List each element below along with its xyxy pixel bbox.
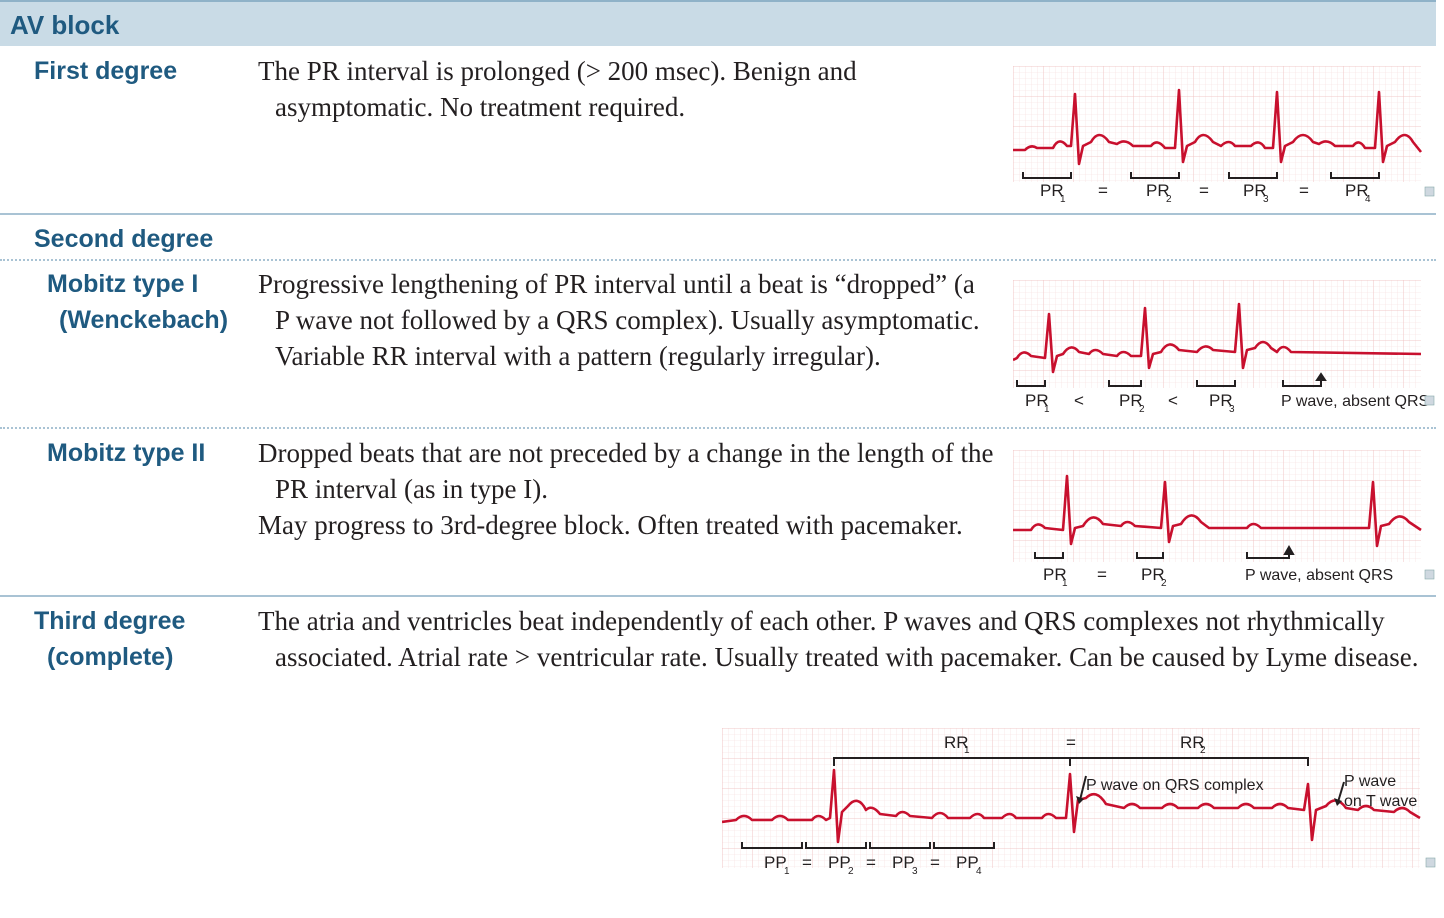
absent-qrs-note: P wave, absent QRS xyxy=(1281,393,1429,410)
pr2-label: PR xyxy=(1146,181,1170,200)
pr3-sub: 3 xyxy=(1263,194,1269,205)
pr4-sub: 4 xyxy=(1365,194,1371,205)
pr3-label: PR xyxy=(1209,391,1233,410)
eq-sign: = xyxy=(802,853,812,872)
lt-sign: < xyxy=(1168,391,1178,410)
pr3-label: PR xyxy=(1243,181,1267,200)
ecg-grid xyxy=(1013,66,1421,182)
expand-icon xyxy=(1424,395,1435,406)
third-degree-text: The atria and ventricles beat independen… xyxy=(258,606,1419,672)
pp1-sub: 1 xyxy=(784,866,790,877)
rr1-sub: 1 xyxy=(964,745,970,756)
mobitz1-description: Progressive lengthening of PR interval u… xyxy=(258,266,988,374)
expand-icon xyxy=(1424,569,1435,580)
p-wave-t-note-1: P wave xyxy=(1344,773,1396,790)
pr2-sub: 2 xyxy=(1139,404,1145,415)
mobitz2-description: Dropped beats that are not preceded by a… xyxy=(258,435,998,543)
pp4-sub: 4 xyxy=(976,866,982,877)
pp1-label: PP xyxy=(764,853,787,872)
first-degree-description: The PR interval is prolonged (> 200 msec… xyxy=(258,53,898,125)
rr2-label: RR xyxy=(1180,733,1205,752)
first-degree-label: First degree xyxy=(34,57,178,85)
pr3-sub: 3 xyxy=(1229,404,1235,415)
mobitz1-label: Mobitz type I xyxy=(47,270,199,298)
arrow-icon xyxy=(1076,796,1084,804)
pp4-label: PP xyxy=(956,853,979,872)
row-divider xyxy=(0,595,1436,597)
second-degree-label: Second degree xyxy=(34,225,214,253)
first-degree-ecg: PR 1 = PR 2 = PR 3 = PR 4 xyxy=(1013,66,1437,206)
third-degree-description: The atria and ventricles beat independen… xyxy=(258,603,1428,675)
lt-sign: < xyxy=(1074,391,1084,410)
expand-icon xyxy=(1424,186,1435,197)
row-divider-dotted xyxy=(0,427,1436,429)
rr1-label: RR xyxy=(944,733,969,752)
arrow-icon xyxy=(1334,798,1342,806)
pr1-sub: 1 xyxy=(1044,404,1050,415)
row-divider-dotted xyxy=(0,259,1436,261)
absent-qrs-note: P wave, absent QRS xyxy=(1245,567,1393,584)
row-divider xyxy=(0,213,1436,215)
eq-sign: = xyxy=(1097,565,1107,584)
mobitz1-ecg: PR 1 < PR 2 < PR 3 P wave, absent QRS xyxy=(1013,280,1437,416)
ecg-trace xyxy=(1013,474,1422,548)
eq-sign: = xyxy=(1098,181,1108,200)
third-degree-label: Third degree xyxy=(34,607,186,635)
pr1-label: PR xyxy=(1043,565,1067,584)
mobitz2-ecg: PR 1 = PR 2 P wave, absent QRS xyxy=(1013,450,1437,590)
eq-sign: = xyxy=(866,853,876,872)
section-header: AV block xyxy=(0,0,1436,46)
eq-sign: = xyxy=(1299,181,1309,200)
pr4-label: PR xyxy=(1345,181,1369,200)
pp2-label: PP xyxy=(828,853,851,872)
mobitz2-text-1: Dropped beats that are not preceded by a… xyxy=(258,438,994,504)
ecg-grid xyxy=(1013,450,1421,562)
pr2-sub: 2 xyxy=(1166,194,1172,205)
third-degree-ecg: RR 1 = RR 2 P wave on QRS complex P wave o… xyxy=(722,728,1438,880)
eq-sign: = xyxy=(1066,733,1076,752)
mobitz2-label: Mobitz type II xyxy=(47,439,206,467)
pp3-sub: 3 xyxy=(912,866,918,877)
ecg-trace xyxy=(722,768,1421,844)
pp2-sub: 2 xyxy=(848,866,854,877)
mobitz1-text: Progressive lengthening of PR interval u… xyxy=(258,269,980,371)
p-wave-t-note-2: on T wave xyxy=(1344,793,1417,810)
mobitz2-text-2: May progress to 3rd-degree block. Often … xyxy=(258,510,963,540)
rr2-sub: 2 xyxy=(1200,745,1206,756)
eq-sign: = xyxy=(1199,181,1209,200)
section-title: AV block xyxy=(10,10,120,40)
pr2-label: PR xyxy=(1141,565,1165,584)
pr1-label: PR xyxy=(1040,181,1064,200)
ecg-trace xyxy=(1013,302,1422,374)
third-degree-sublabel: (complete) xyxy=(47,643,174,671)
pr1-sub: 1 xyxy=(1062,578,1068,589)
eq-sign: = xyxy=(930,853,940,872)
first-degree-text: The PR interval is prolonged (> 200 msec… xyxy=(258,56,857,122)
pr1-label: PR xyxy=(1025,391,1049,410)
pr2-sub: 2 xyxy=(1161,578,1167,589)
expand-icon xyxy=(1425,857,1436,868)
pr2-label: PR xyxy=(1119,391,1143,410)
pr1-sub: 1 xyxy=(1060,194,1066,205)
ecg-trace xyxy=(1013,88,1423,166)
pp3-label: PP xyxy=(892,853,915,872)
ecg-grid xyxy=(1013,280,1421,388)
p-wave-qrs-note: P wave on QRS complex xyxy=(1086,777,1264,794)
mobitz1-sublabel: (Wenckebach) xyxy=(59,306,229,334)
